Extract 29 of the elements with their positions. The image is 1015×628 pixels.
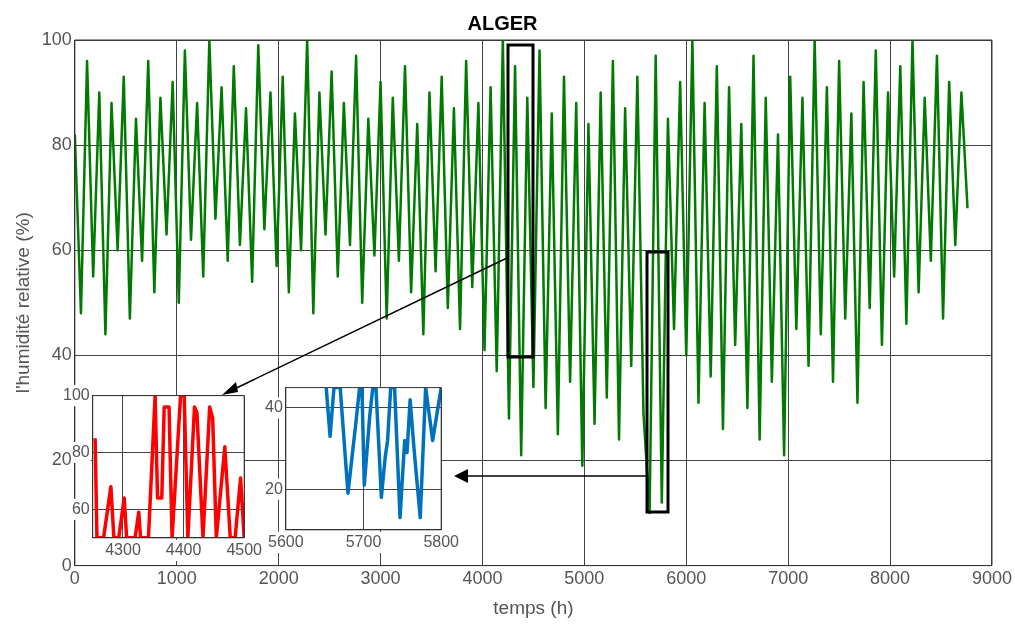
x-tick-label: 3000 — [360, 568, 401, 589]
y-tick-label: 100 — [62, 386, 90, 404]
chart-title: ALGER — [467, 11, 539, 34]
x-tick-label: 5700 — [345, 532, 382, 550]
x-tick-label: 6000 — [666, 568, 707, 589]
x-tick-label: 4300 — [105, 540, 141, 558]
y-tick-label: 100 — [41, 28, 72, 49]
y-tick-label: 40 — [51, 344, 72, 365]
x-tick-label: 1000 — [156, 568, 197, 589]
y-tick-label: 20 — [51, 449, 72, 470]
y-tick-label: 80 — [71, 442, 90, 460]
y-axis-title: l'humidité relative (%) — [11, 212, 33, 394]
x-tick-label: 5000 — [564, 568, 605, 589]
x-tick-label: 4000 — [462, 568, 503, 589]
y-tick-label: 20 — [265, 479, 283, 497]
y-tick-label: 40 — [265, 398, 283, 416]
x-tick-label: 8000 — [870, 568, 911, 589]
x-axis-title: temps (h) — [493, 596, 574, 618]
x-tick-label: 7000 — [768, 568, 809, 589]
x-tick-label: 2000 — [258, 568, 299, 589]
x-tick-label: 5800 — [423, 532, 460, 550]
y-tick-label: 80 — [51, 134, 72, 155]
x-tick-label: 9000 — [971, 568, 1012, 589]
x-tick-label: 5600 — [268, 532, 304, 550]
x-tick-label: 4500 — [226, 540, 263, 558]
x-tick-label: 4400 — [165, 540, 202, 558]
y-tick-label: 0 — [61, 554, 72, 575]
y-tick-label: 60 — [71, 499, 90, 517]
y-tick-label: 60 — [51, 239, 72, 260]
